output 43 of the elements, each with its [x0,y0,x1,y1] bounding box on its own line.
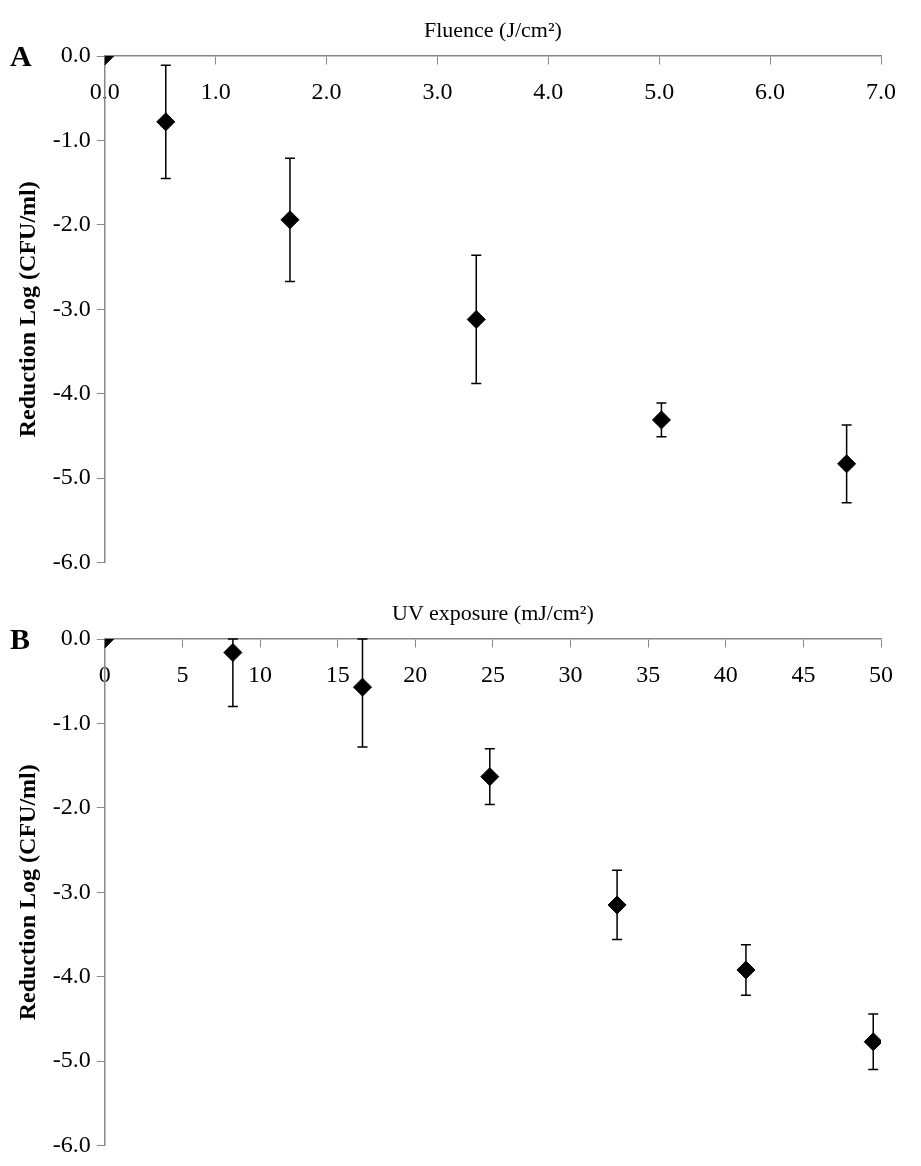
x-tick-label: 7.0 [866,77,896,104]
y-tick-label: -4.0 [52,962,91,989]
x-tick-label: 0 [98,660,111,687]
x-tick-label: 40 [713,660,738,687]
y-tick-label: -1.0 [52,708,91,735]
point [651,410,671,430]
x-axis-title: UV exposure (mJ/cm²) [392,599,594,625]
point [466,309,486,329]
x-tick-label: 1.0 [200,77,231,104]
y-tick-label: 0.0 [60,624,91,651]
chart-title: A [10,38,32,72]
y-axis-title: Reduction Log (CFU/ml) [13,181,40,438]
x-tick-label: 5.0 [644,77,675,104]
y-tick-label: -6.0 [52,1130,91,1157]
x-axis-title: Fluence (J/cm²) [423,16,562,42]
x-tick-label: 6.0 [755,77,786,104]
x-tick-label: 20 [403,660,428,687]
x-tick-label: 5 [176,660,189,687]
x-tick-label: 2.0 [311,77,342,104]
chart-title: B [10,621,31,655]
y-tick-label: -4.0 [52,379,91,406]
y-tick-label: -3.0 [52,877,91,904]
x-tick-label: 15 [325,660,350,687]
x-tick-label: 10 [248,660,273,687]
x-tick-label: 45 [791,660,816,687]
point [837,454,857,474]
x-tick-label: 35 [636,660,661,687]
x-tick-label: 30 [558,660,583,687]
x-tick-label: 3.0 [422,77,453,104]
x-tick-label: 50 [869,660,893,687]
y-tick-label: -5.0 [52,1046,91,1073]
x-tick-label: 25 [480,660,505,687]
y-tick-label: -1.0 [52,125,91,152]
y-tick-label: -6.0 [52,547,91,574]
point [352,677,372,697]
y-axis-title: Reduction Log (CFU/ml) [13,764,40,1021]
y-tick-label: -5.0 [52,463,91,490]
y-tick-label: -2.0 [52,793,91,820]
y-tick-label: -2.0 [52,210,91,237]
x-tick-label: 4.0 [533,77,564,104]
x-tick-label: 0.0 [89,77,120,104]
y-tick-label: 0.0 [60,41,91,68]
y-tick-label: -3.0 [52,294,91,321]
